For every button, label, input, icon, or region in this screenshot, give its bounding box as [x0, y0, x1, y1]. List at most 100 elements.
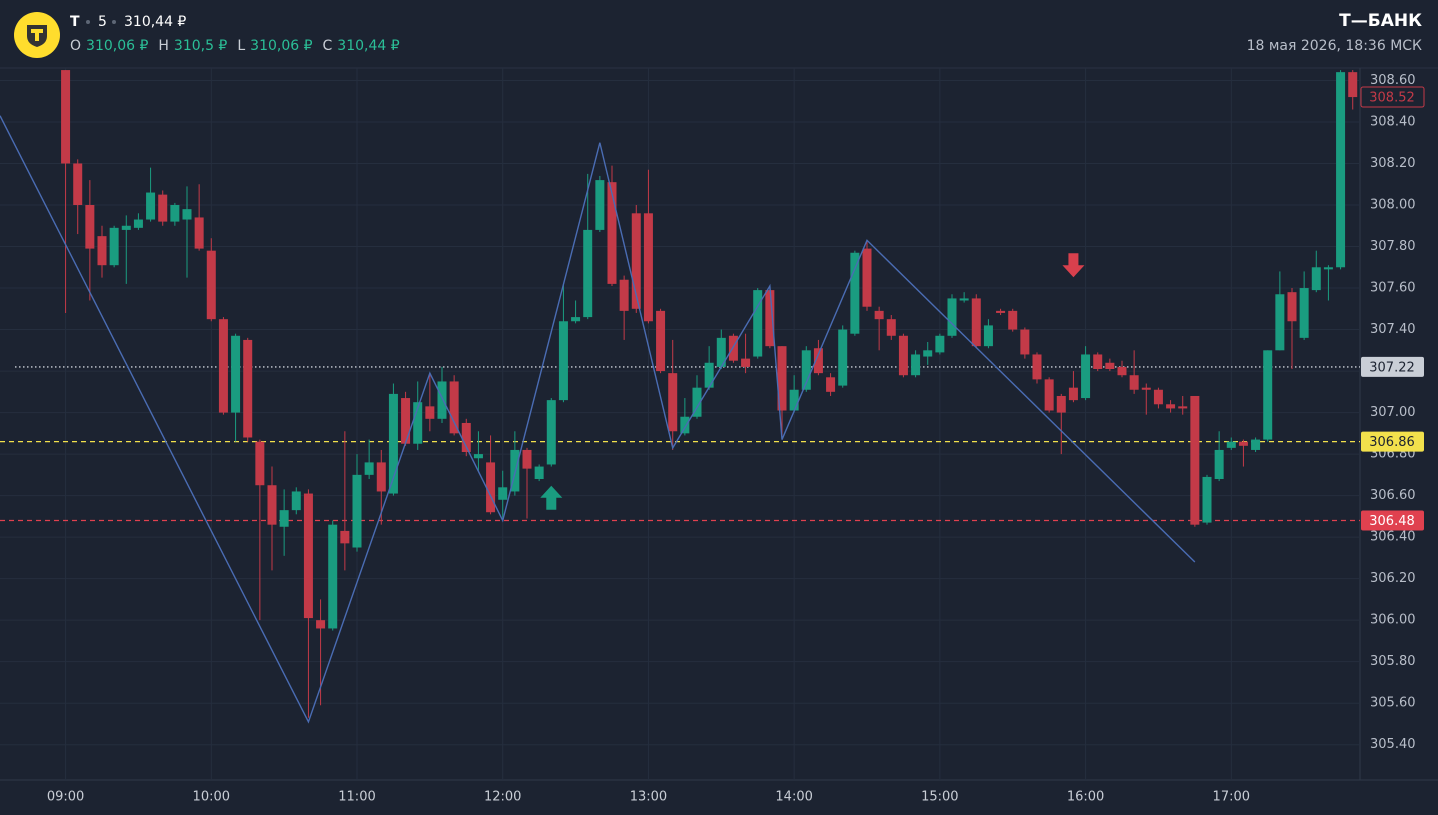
candle-body — [1263, 350, 1273, 440]
candle-body — [279, 510, 289, 527]
candle-body — [1202, 476, 1212, 523]
candle-body — [983, 325, 993, 347]
y-tick-label: 308.60 — [1370, 73, 1416, 88]
x-tick-label: 11:00 — [338, 790, 375, 805]
candle-body — [1032, 354, 1042, 380]
candle-body — [911, 354, 921, 376]
candle-body — [558, 321, 568, 401]
price-marker-label: 308.52 — [1369, 91, 1415, 106]
candle-body — [704, 362, 714, 388]
candle-body — [1311, 267, 1321, 291]
candle-body — [534, 466, 544, 480]
x-tick-label: 12:00 — [484, 790, 521, 805]
candle-body — [935, 335, 945, 353]
candle-body — [1336, 72, 1346, 268]
candle-body — [838, 329, 848, 386]
ohlc-value: 310,44 ₽ — [337, 38, 399, 54]
candle-body — [1129, 375, 1139, 390]
candle-body — [1238, 441, 1248, 446]
candle-body — [1166, 404, 1176, 409]
candle-body — [874, 310, 884, 320]
candle-body — [813, 348, 823, 374]
candle-body — [996, 310, 1006, 313]
candle-body — [850, 252, 860, 334]
x-tick-label: 10:00 — [193, 790, 230, 805]
candle-body — [388, 393, 398, 494]
candle-body — [898, 335, 908, 376]
candle-body — [741, 358, 751, 367]
candle-body — [728, 335, 738, 361]
symbol: T — [70, 14, 80, 30]
candle-body — [1081, 354, 1091, 399]
candle-body — [607, 182, 617, 284]
x-tick-label: 09:00 — [47, 790, 84, 805]
candle-body — [291, 491, 301, 511]
last-price: 310,44 ₽ — [124, 14, 186, 30]
candle-body — [449, 381, 459, 434]
y-tick-label: 307.00 — [1370, 405, 1416, 420]
y-tick-label: 308.40 — [1370, 114, 1416, 129]
x-tick-label: 17:00 — [1213, 790, 1250, 805]
candle-body — [401, 398, 411, 444]
price-marker — [1361, 510, 1424, 531]
candle-body — [1226, 441, 1236, 448]
candle-body — [170, 205, 180, 222]
logo — [14, 12, 60, 58]
candle-body — [1056, 395, 1066, 413]
candle-body — [668, 373, 678, 432]
candle-body — [425, 406, 435, 419]
candle-body — [947, 298, 957, 336]
candle-body — [631, 213, 641, 309]
ohlc-label: L — [237, 38, 245, 54]
candle-body — [255, 441, 265, 486]
price-marker — [1361, 356, 1424, 377]
price-marker-label: 307.22 — [1369, 360, 1415, 375]
candle-body — [716, 337, 726, 367]
y-tick-label: 305.80 — [1370, 654, 1416, 669]
candle-body — [85, 205, 95, 249]
candle-body — [1117, 366, 1127, 376]
candle-body — [546, 400, 556, 465]
price-marker — [1361, 431, 1424, 452]
candle-body — [886, 319, 896, 336]
price-marker — [1360, 86, 1425, 108]
candle-body — [619, 279, 629, 311]
candle-body — [473, 454, 483, 459]
candle-body — [522, 449, 532, 469]
y-tick-label: 308.20 — [1370, 156, 1416, 171]
candle-body — [862, 248, 872, 307]
candle-body — [1008, 310, 1018, 330]
candle-body — [777, 346, 787, 411]
y-tick-label: 308.00 — [1370, 198, 1416, 213]
candle-body — [656, 310, 666, 372]
candle-body — [923, 350, 933, 357]
candle-body — [376, 462, 386, 492]
zigzag-line — [0, 115, 1196, 724]
candle-body — [158, 194, 168, 222]
candle-body — [789, 389, 799, 411]
candle-body — [1275, 294, 1285, 351]
separator-dot — [86, 20, 90, 24]
x-tick-label: 14:00 — [775, 790, 812, 805]
candle-body — [1093, 354, 1103, 369]
candle-body — [352, 474, 362, 548]
candle-body — [1348, 72, 1358, 98]
candle-body — [1251, 439, 1261, 450]
y-tick-label: 306.40 — [1370, 530, 1416, 545]
candle-body — [680, 416, 690, 434]
grid — [0, 68, 1360, 780]
candle-body — [971, 298, 981, 347]
candle-body — [1105, 362, 1115, 369]
candle-body — [461, 422, 471, 453]
candle-body — [206, 250, 216, 320]
signal-arrow — [540, 485, 563, 510]
candle-body — [267, 485, 277, 525]
candle-body — [121, 225, 131, 230]
candle-body — [146, 192, 156, 220]
candle-body — [1299, 288, 1309, 338]
y-tick-label: 306.20 — [1370, 571, 1416, 586]
candle-body — [231, 335, 241, 413]
candle-body — [61, 70, 71, 164]
